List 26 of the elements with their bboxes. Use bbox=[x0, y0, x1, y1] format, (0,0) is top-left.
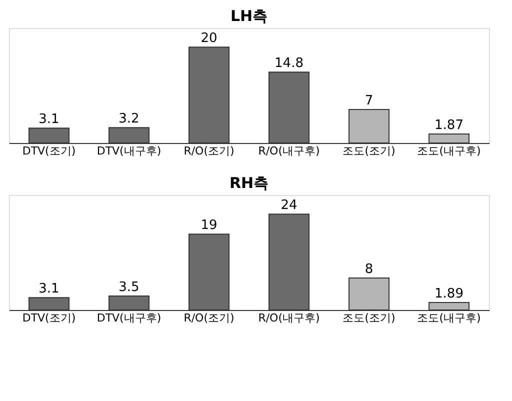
data-label: 3.2 bbox=[118, 112, 140, 127]
data-label: 3.1 bbox=[38, 112, 60, 128]
x-tick-label: DTV(내구후) bbox=[96, 312, 162, 324]
x-tick-label: DTV(조기) bbox=[22, 312, 76, 324]
x-tick-label: 조도(조기) bbox=[342, 144, 396, 158]
data-label: 7 bbox=[364, 93, 374, 108]
x-tick-label: R/O(조기) bbox=[184, 144, 234, 158]
x-tick-label: 조도(조기) bbox=[342, 312, 396, 324]
data-label: 8 bbox=[364, 262, 374, 278]
x-tick-label: DTV(내구후) bbox=[96, 144, 162, 158]
x-tick-label: R/O(내구후) bbox=[258, 144, 320, 158]
data-label: 3.1 bbox=[38, 282, 60, 297]
x-tick-label: DTV(조기) bbox=[22, 144, 76, 158]
x-tick-label: R/O(내구후) bbox=[258, 312, 320, 324]
data-label: 14.8 bbox=[274, 56, 304, 72]
data-label: 1.89 bbox=[434, 286, 464, 302]
x-tick-label: 조도(내구후) bbox=[417, 312, 481, 324]
data-label: 1.87 bbox=[434, 118, 464, 134]
data-label: 19 bbox=[200, 218, 218, 234]
chart-title: RH측 bbox=[229, 174, 269, 192]
data-label: 20 bbox=[200, 31, 218, 46]
chart-title: LH측 bbox=[230, 7, 268, 25]
x-tick-label: 조도(내구후) bbox=[417, 144, 481, 158]
data-label: 24 bbox=[280, 198, 298, 214]
x-tick-label: R/O(조기) bbox=[184, 312, 234, 324]
data-label: 3.5 bbox=[118, 280, 140, 296]
